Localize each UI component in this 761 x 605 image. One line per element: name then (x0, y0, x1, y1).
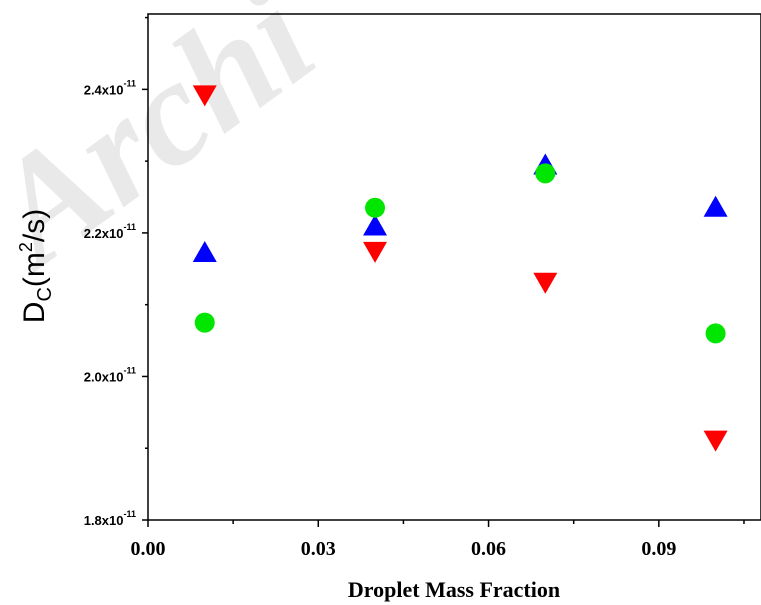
plot-frame (147, 13, 761, 521)
y-tick-label: 2.0x10-11 (84, 365, 136, 384)
x-axis-ticks (147, 520, 745, 527)
y-axis-ticks (142, 16, 148, 521)
y-tick-label-exponent: -11 (123, 365, 136, 375)
triangle-down-marker (363, 241, 388, 263)
triangle-up-marker (363, 214, 388, 236)
y-axis-title-unit-open: (m (18, 252, 51, 287)
data-points (192, 85, 728, 452)
y-axis-title-subscript: C (34, 287, 56, 301)
triangle-down-marker (703, 430, 728, 452)
triangle-down-marker (533, 272, 558, 294)
circle-marker (194, 312, 215, 333)
triangle-up-marker (192, 241, 217, 263)
y-tick-label-mantissa: 1.8x10 (84, 513, 124, 528)
x-tick-label: 0.09 (641, 538, 676, 560)
y-tick-label-mantissa: 2.4x10 (84, 82, 124, 97)
x-axis-tick-labels: 0.00 0.03 0.06 0.09 (131, 538, 677, 560)
circle-marker (535, 163, 556, 184)
circle-marker (365, 197, 386, 218)
x-tick-label: 0.00 (131, 538, 166, 560)
y-tick-label: 2.4x10-11 (84, 78, 136, 97)
y-tick-label-exponent: -11 (123, 222, 136, 232)
y-axis-title-superscript: 2 (16, 242, 36, 252)
watermark: Archi (0, 0, 343, 299)
x-tick-label: 0.06 (471, 538, 506, 560)
plot-axes (147, 13, 761, 521)
y-axis-title-unit-close: /s) (18, 209, 51, 242)
y-tick-label: 1.8x10-11 (84, 509, 136, 528)
y-tick-label-mantissa: 2.2x10 (84, 226, 124, 241)
y-axis-title-base: D (18, 302, 51, 324)
circle-marker (705, 323, 726, 344)
x-tick-label: 0.03 (301, 538, 336, 560)
y-axis-title: DC(m2/s) (16, 209, 56, 323)
triangle-up-marker (703, 195, 728, 217)
y-tick-label: 2.2x10-11 (84, 222, 136, 241)
y-axis-tick-labels: 1.8x10-112.0x10-112.2x10-112.4x10-11 (84, 78, 136, 528)
y-tick-label-exponent: -11 (123, 509, 136, 519)
triangle-down-marker (192, 85, 217, 107)
y-tick-label-exponent: -11 (123, 78, 136, 88)
y-tick-label-mantissa: 2.0x10 (84, 369, 124, 384)
x-axis-title: Droplet Mass Fraction (348, 577, 560, 602)
